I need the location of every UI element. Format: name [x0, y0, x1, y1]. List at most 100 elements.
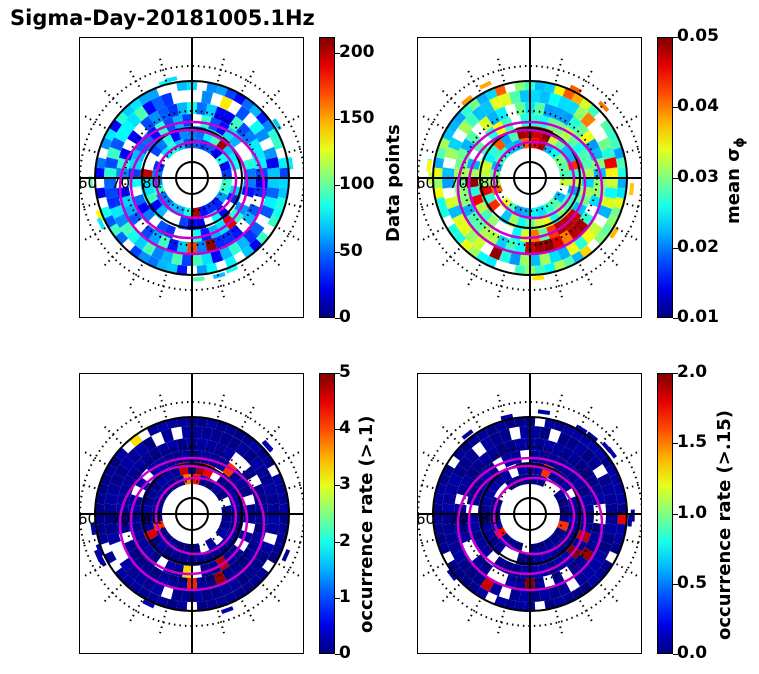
data-cell [559, 199, 575, 214]
latitude-label: 80 [480, 510, 500, 528]
colorbar-mean-sigma [657, 37, 673, 318]
colorbar-tick-label: 50 [339, 240, 363, 261]
data-cell [196, 240, 208, 254]
colorbar-tick-label: 200 [339, 41, 375, 62]
data-cell [241, 433, 255, 447]
colorbar-label: occurrence rate (>.1) [356, 415, 377, 633]
data-cell [167, 201, 179, 215]
data-cell [140, 115, 156, 132]
data-cell [218, 431, 233, 447]
data-cell [213, 570, 227, 586]
data-cell [446, 223, 460, 237]
mlt-spoke [288, 147, 303, 154]
data-cell [95, 493, 107, 505]
data-cell [248, 119, 265, 135]
data-cell [121, 104, 136, 118]
overlay-contour [154, 476, 238, 556]
mlt-spoke [241, 405, 256, 428]
data-cell [133, 105, 149, 122]
data-cell [534, 102, 546, 116]
data-cell [442, 514, 455, 525]
data-cell [498, 249, 512, 264]
data-cell [452, 549, 468, 564]
data-cell [181, 589, 192, 602]
mlt-spoke [262, 584, 282, 604]
data-cell [573, 458, 589, 474]
overlay-contour [467, 128, 587, 240]
data-cell [142, 100, 157, 116]
colorbar-label: Data points [383, 124, 404, 242]
data-cell [157, 106, 171, 122]
data-cell [588, 147, 604, 161]
data-cell [442, 503, 455, 514]
colorbar-tick-mark [335, 119, 340, 121]
data-cell [119, 119, 136, 135]
data-cell [532, 275, 545, 281]
data-cell [160, 249, 174, 264]
data-cell [172, 450, 184, 465]
data-cell [221, 446, 236, 462]
data-cell [452, 213, 468, 228]
data-cell [447, 473, 463, 488]
mlt-spoke [440, 248, 460, 268]
data-cell [433, 157, 445, 169]
mlt-spoke [83, 227, 106, 242]
data-cell [170, 251, 183, 266]
colorbar-tick-label: 2.0 [677, 362, 708, 382]
data-cell [210, 249, 224, 264]
data-cell [196, 264, 208, 275]
data-cell [467, 581, 481, 595]
data-cell [601, 482, 616, 496]
colorbar-tick-mark [673, 373, 678, 374]
data-cell [534, 576, 546, 590]
data-cell [576, 148, 591, 162]
data-cell [498, 92, 512, 107]
data-cell [586, 104, 601, 118]
data-cell [109, 137, 125, 152]
data-cell [221, 535, 237, 550]
data-cell [480, 436, 495, 452]
data-cell [142, 599, 155, 609]
data-cell [129, 245, 143, 259]
data-cell [551, 106, 565, 122]
data-cell [248, 238, 263, 252]
data-cell [597, 540, 613, 555]
data-cell [514, 264, 526, 275]
data-cell [265, 492, 280, 505]
data-cell [137, 92, 151, 106]
data-cell [176, 417, 188, 428]
data-cell [490, 514, 501, 523]
data-cell [538, 450, 550, 465]
data-cell [433, 493, 445, 505]
latitude-label: 80 [142, 510, 162, 528]
colorbar-tick-mark [673, 107, 678, 109]
data-cell [571, 428, 585, 442]
data-cell [615, 187, 627, 199]
colorbar-label: occurrence rate (>.15) [714, 410, 735, 640]
data-cell [504, 598, 516, 610]
data-cell [498, 196, 512, 210]
colorbar-tick-label: 4 [339, 418, 351, 439]
colorbar-tick-mark [335, 485, 340, 487]
mlt-spoke [616, 450, 639, 465]
data-cell [250, 483, 266, 497]
data-cell [489, 95, 504, 111]
data-cell [464, 112, 480, 128]
data-cell [566, 468, 582, 484]
data-cell [557, 160, 569, 172]
colorbar-tick-label: 0.03 [677, 166, 719, 187]
data-cell [196, 417, 208, 428]
data-cell [495, 234, 509, 250]
data-cell [505, 537, 517, 551]
latitude-label: 70 [111, 174, 131, 192]
colorbar-data-points [319, 37, 335, 318]
colorbar-tick-mark [673, 37, 678, 38]
mlt-spoke [579, 264, 594, 287]
data-cell [119, 455, 136, 471]
data-cell [170, 587, 183, 602]
data-cell [95, 187, 107, 199]
data-cell [215, 191, 229, 203]
data-cell [519, 114, 530, 127]
data-cell [543, 537, 555, 551]
data-cell [465, 466, 481, 481]
